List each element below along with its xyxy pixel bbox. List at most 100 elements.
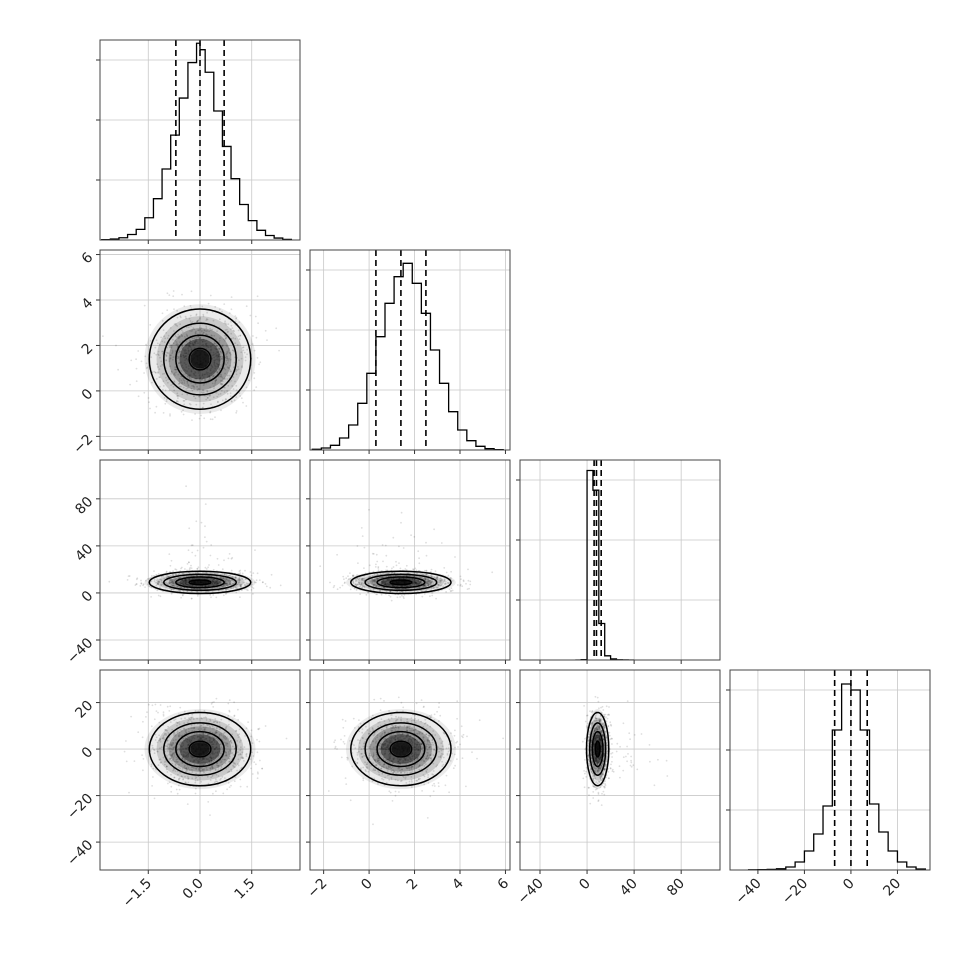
sample-point [203, 758, 206, 760]
sample-point [251, 742, 254, 744]
sample-point [391, 572, 393, 574]
sample-point [420, 742, 423, 745]
sample-point [209, 594, 212, 596]
sample-point [159, 595, 162, 598]
sample-point [423, 585, 425, 587]
sample-point [408, 766, 410, 769]
sample-point [425, 582, 428, 585]
sample-point [403, 597, 405, 600]
sample-point [145, 579, 147, 582]
sample-point [195, 332, 197, 335]
sample-point [373, 581, 376, 583]
sample-point [369, 575, 372, 578]
sample-point [221, 572, 224, 575]
sample-point [203, 345, 205, 348]
sample-point [172, 584, 175, 587]
sample-point [182, 753, 185, 756]
sample-point [391, 571, 393, 574]
sample-point [368, 580, 371, 583]
sample-point [158, 758, 161, 761]
sample-point [425, 554, 428, 557]
sample-point [213, 582, 216, 585]
sample-point [160, 761, 163, 764]
sample-point [153, 352, 156, 355]
sample-point [406, 726, 408, 728]
sample-point [165, 765, 168, 768]
sample-point [176, 730, 179, 733]
sample-point [183, 755, 185, 758]
sample-point [156, 342, 159, 345]
sample-point [415, 582, 418, 585]
sample-point [235, 729, 238, 732]
sample-point [115, 344, 117, 347]
sample-point [205, 568, 208, 570]
sample-point [226, 355, 229, 358]
sample-point [187, 752, 190, 755]
sample-point [176, 722, 179, 724]
sample-point [189, 320, 192, 322]
sample-point [229, 740, 232, 742]
sample-point [186, 583, 188, 586]
sample-point [213, 385, 215, 387]
sample-point [443, 579, 446, 582]
sample-point [398, 791, 400, 793]
sample-point [213, 737, 216, 739]
sample-point [167, 576, 169, 578]
sample-point [392, 772, 394, 774]
sample-point [216, 557, 219, 560]
sample-point [403, 585, 406, 587]
sample-point [202, 757, 205, 759]
sample-point [392, 578, 395, 580]
contour-line [163, 722, 237, 776]
sample-point [252, 587, 255, 590]
sample-point [430, 587, 433, 589]
sample-point [430, 757, 432, 760]
sample-point [258, 579, 261, 581]
sample-point [218, 586, 221, 589]
sample-point [428, 739, 431, 742]
sample-point [226, 366, 229, 369]
sample-point [216, 762, 218, 765]
sample-point [190, 721, 193, 723]
sample-point [142, 583, 145, 586]
sample-point [205, 585, 208, 587]
sample-point [375, 740, 378, 743]
sample-point [234, 342, 237, 345]
sample-point [491, 571, 494, 574]
sample-point [165, 332, 168, 334]
sample-point [185, 578, 188, 581]
sample-point [358, 583, 361, 586]
sample-point [163, 396, 166, 399]
sample-point [384, 582, 387, 585]
sample-point [382, 582, 384, 584]
sample-point [185, 583, 188, 586]
sample-point [162, 736, 165, 739]
sample-point [397, 588, 400, 590]
sample-point [227, 702, 230, 705]
sample-point [185, 580, 188, 583]
sample-point [202, 315, 205, 318]
sample-point [217, 353, 220, 356]
sample-point [211, 328, 214, 331]
sample-point [236, 587, 239, 590]
sample-point [213, 582, 216, 585]
sample-point [165, 379, 168, 382]
sample-point [179, 729, 182, 731]
sample-point [234, 320, 237, 323]
sample-point [226, 788, 229, 791]
contour-line [175, 334, 225, 384]
sample-point [178, 721, 181, 723]
sample-point [354, 583, 357, 586]
sample-point [216, 356, 219, 359]
sample-point [372, 823, 374, 826]
sample-point [374, 579, 377, 581]
sample-point [202, 571, 205, 574]
sample-point [205, 766, 208, 769]
sample-point [258, 727, 261, 730]
sample-point [194, 758, 197, 761]
sample-point [175, 721, 178, 724]
sample-point [421, 572, 423, 575]
sample-point [381, 544, 384, 546]
sample-point [352, 575, 354, 577]
sample-point [239, 739, 242, 742]
